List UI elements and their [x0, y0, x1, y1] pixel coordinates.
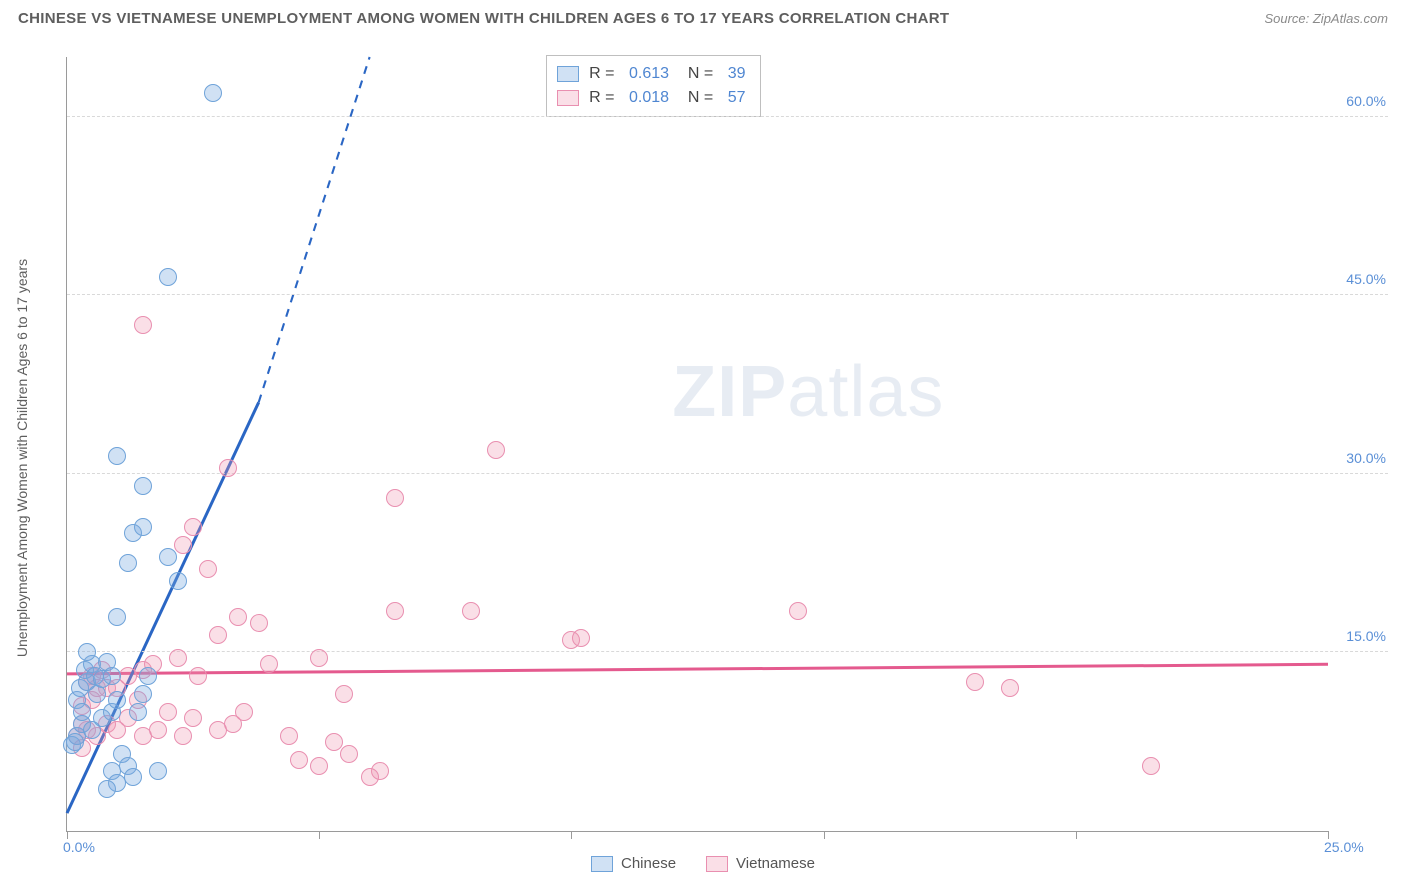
data-point-vietnamese [386, 602, 404, 620]
data-point-vietnamese [235, 703, 253, 721]
legend-swatch-vietnamese [706, 856, 728, 872]
data-point-vietnamese [184, 518, 202, 536]
x-tick [1076, 831, 1077, 839]
x-tick-label: 25.0% [1324, 839, 1364, 855]
data-point-vietnamese [572, 629, 590, 647]
data-point-vietnamese [260, 655, 278, 673]
data-point-chinese [159, 548, 177, 566]
trend-lines [67, 57, 1328, 831]
data-point-chinese [149, 762, 167, 780]
data-point-vietnamese [169, 649, 187, 667]
watermark: ZIPatlas [672, 351, 944, 433]
data-point-vietnamese [386, 489, 404, 507]
x-tick [824, 831, 825, 839]
y-tick-label: 45.0% [1346, 271, 1386, 287]
chart-title: CHINESE VS VIETNAMESE UNEMPLOYMENT AMONG… [18, 10, 949, 27]
data-point-vietnamese [189, 667, 207, 685]
data-point-chinese [108, 447, 126, 465]
x-tick-label: 0.0% [63, 839, 95, 855]
data-point-chinese [159, 268, 177, 286]
y-tick-label: 15.0% [1346, 628, 1386, 644]
data-point-chinese [139, 667, 157, 685]
data-point-vietnamese [462, 602, 480, 620]
swatch-chinese [557, 66, 579, 82]
data-point-chinese [134, 518, 152, 536]
gridline-h [67, 116, 1388, 117]
data-point-vietnamese [325, 733, 343, 751]
stats-row-vietnamese: R = 0.018 N = 57 [557, 86, 745, 110]
data-point-vietnamese [199, 560, 217, 578]
data-point-vietnamese [229, 608, 247, 626]
data-point-chinese [98, 780, 116, 798]
x-tick [571, 831, 572, 839]
data-point-chinese [119, 554, 137, 572]
trend-line [259, 57, 370, 402]
trend-line [67, 664, 1328, 674]
data-point-chinese [108, 691, 126, 709]
data-point-chinese [124, 768, 142, 786]
data-point-chinese [129, 703, 147, 721]
data-point-vietnamese [290, 751, 308, 769]
data-point-chinese [134, 685, 152, 703]
data-point-vietnamese [1001, 679, 1019, 697]
gridline-h [67, 651, 1388, 652]
data-point-vietnamese [310, 649, 328, 667]
data-point-vietnamese [280, 727, 298, 745]
data-point-chinese [78, 643, 96, 661]
data-point-vietnamese [219, 459, 237, 477]
chart-header: CHINESE VS VIETNAMESE UNEMPLOYMENT AMONG… [0, 0, 1406, 33]
y-tick-label: 60.0% [1346, 93, 1386, 109]
data-point-chinese [88, 685, 106, 703]
data-point-vietnamese [134, 316, 152, 334]
data-point-vietnamese [209, 626, 227, 644]
data-point-vietnamese [487, 441, 505, 459]
data-point-vietnamese [335, 685, 353, 703]
data-point-vietnamese [361, 768, 379, 786]
data-point-vietnamese [149, 721, 167, 739]
x-tick [1328, 831, 1329, 839]
swatch-vietnamese [557, 90, 579, 106]
gridline-h [67, 294, 1388, 295]
stats-row-chinese: R = 0.613 N = 39 [557, 62, 745, 86]
stats-box: R = 0.613 N = 39 R = 0.018 N = 57 [546, 55, 760, 117]
plot-area: ZIPatlas R = 0.613 N = 39 R = 0.018 N = … [66, 57, 1328, 832]
data-point-vietnamese [789, 602, 807, 620]
legend-item-chinese: Chinese [591, 855, 676, 872]
data-point-vietnamese [159, 703, 177, 721]
data-point-chinese [108, 608, 126, 626]
data-point-chinese [169, 572, 187, 590]
data-point-vietnamese [174, 536, 192, 554]
legend-item-vietnamese: Vietnamese [706, 855, 815, 872]
data-point-chinese [66, 733, 84, 751]
data-point-vietnamese [340, 745, 358, 763]
x-tick [67, 831, 68, 839]
y-axis-label: Unemployment Among Women with Children A… [14, 259, 30, 657]
data-point-chinese [204, 84, 222, 102]
data-point-chinese [134, 477, 152, 495]
x-tick [319, 831, 320, 839]
legend: Chinese Vietnamese [591, 855, 815, 872]
data-point-chinese [103, 667, 121, 685]
data-point-vietnamese [1142, 757, 1160, 775]
chart-area: Unemployment Among Women with Children A… [18, 42, 1388, 874]
data-point-vietnamese [310, 757, 328, 775]
y-tick-label: 30.0% [1346, 450, 1386, 466]
gridline-h [67, 473, 1388, 474]
chart-source: Source: ZipAtlas.com [1264, 11, 1388, 26]
data-point-vietnamese [250, 614, 268, 632]
data-point-vietnamese [174, 727, 192, 745]
data-point-vietnamese [966, 673, 984, 691]
data-point-chinese [73, 703, 91, 721]
legend-swatch-chinese [591, 856, 613, 872]
data-point-vietnamese [184, 709, 202, 727]
